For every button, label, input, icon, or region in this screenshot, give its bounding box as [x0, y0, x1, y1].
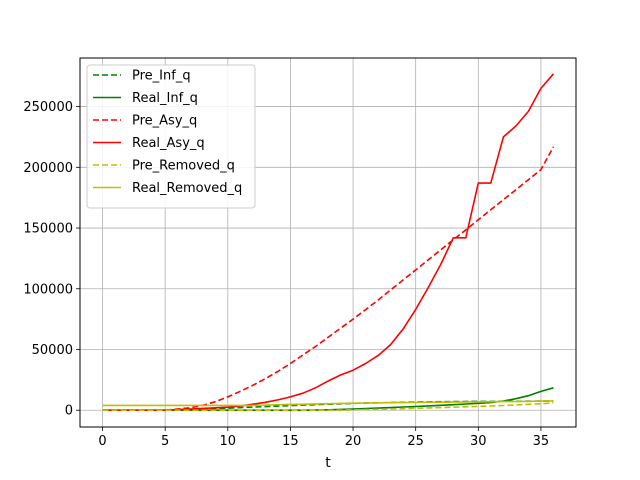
x-tick-label: 0 — [98, 434, 106, 449]
legend-label: Pre_Removed_q — [132, 159, 235, 174]
legend-box — [86, 64, 256, 209]
y-tick-label: 50000 — [32, 343, 73, 358]
legend-label: Pre_Inf_q — [132, 69, 191, 84]
x-tick-label: 15 — [282, 434, 299, 449]
legend-label: Real_Inf_q — [132, 91, 198, 106]
x-axis: 0 5 10 15 20 25 30 35 — [98, 427, 549, 449]
y-tick-label: 150000 — [23, 222, 73, 237]
legend: Pre_Inf_q Real_Inf_q Pre_Asy_q Real_Asy_q Pr… — [86, 64, 256, 209]
series-lines — [102, 73, 555, 412]
series-line-pre-removed-q — [102, 402, 554, 412]
x-tick-label: 20 — [345, 434, 362, 449]
legend-label: Pre_Asy_q — [132, 114, 197, 129]
x-tick-label: 10 — [220, 434, 237, 449]
x-tick-label: 35 — [533, 434, 550, 449]
x-axis-label: t — [325, 455, 331, 471]
plot-frame — [79, 57, 577, 428]
series-line-real-removed-q — [102, 400, 554, 407]
legend-label: Real_Asy_q — [132, 136, 205, 151]
y-tick-label: 0 — [65, 404, 73, 419]
y-tick-label: 200000 — [23, 161, 73, 176]
x-tick-label: 5 — [161, 434, 169, 449]
y-axis: 0 50000 100000 150000 200000 250000 — [23, 100, 80, 419]
legend-label: Real_Removed_q — [132, 181, 242, 196]
x-tick-label: 25 — [407, 434, 424, 449]
x-tick-label: 30 — [470, 434, 487, 449]
y-tick-label: 250000 — [23, 100, 73, 115]
y-tick-label: 100000 — [23, 282, 73, 297]
